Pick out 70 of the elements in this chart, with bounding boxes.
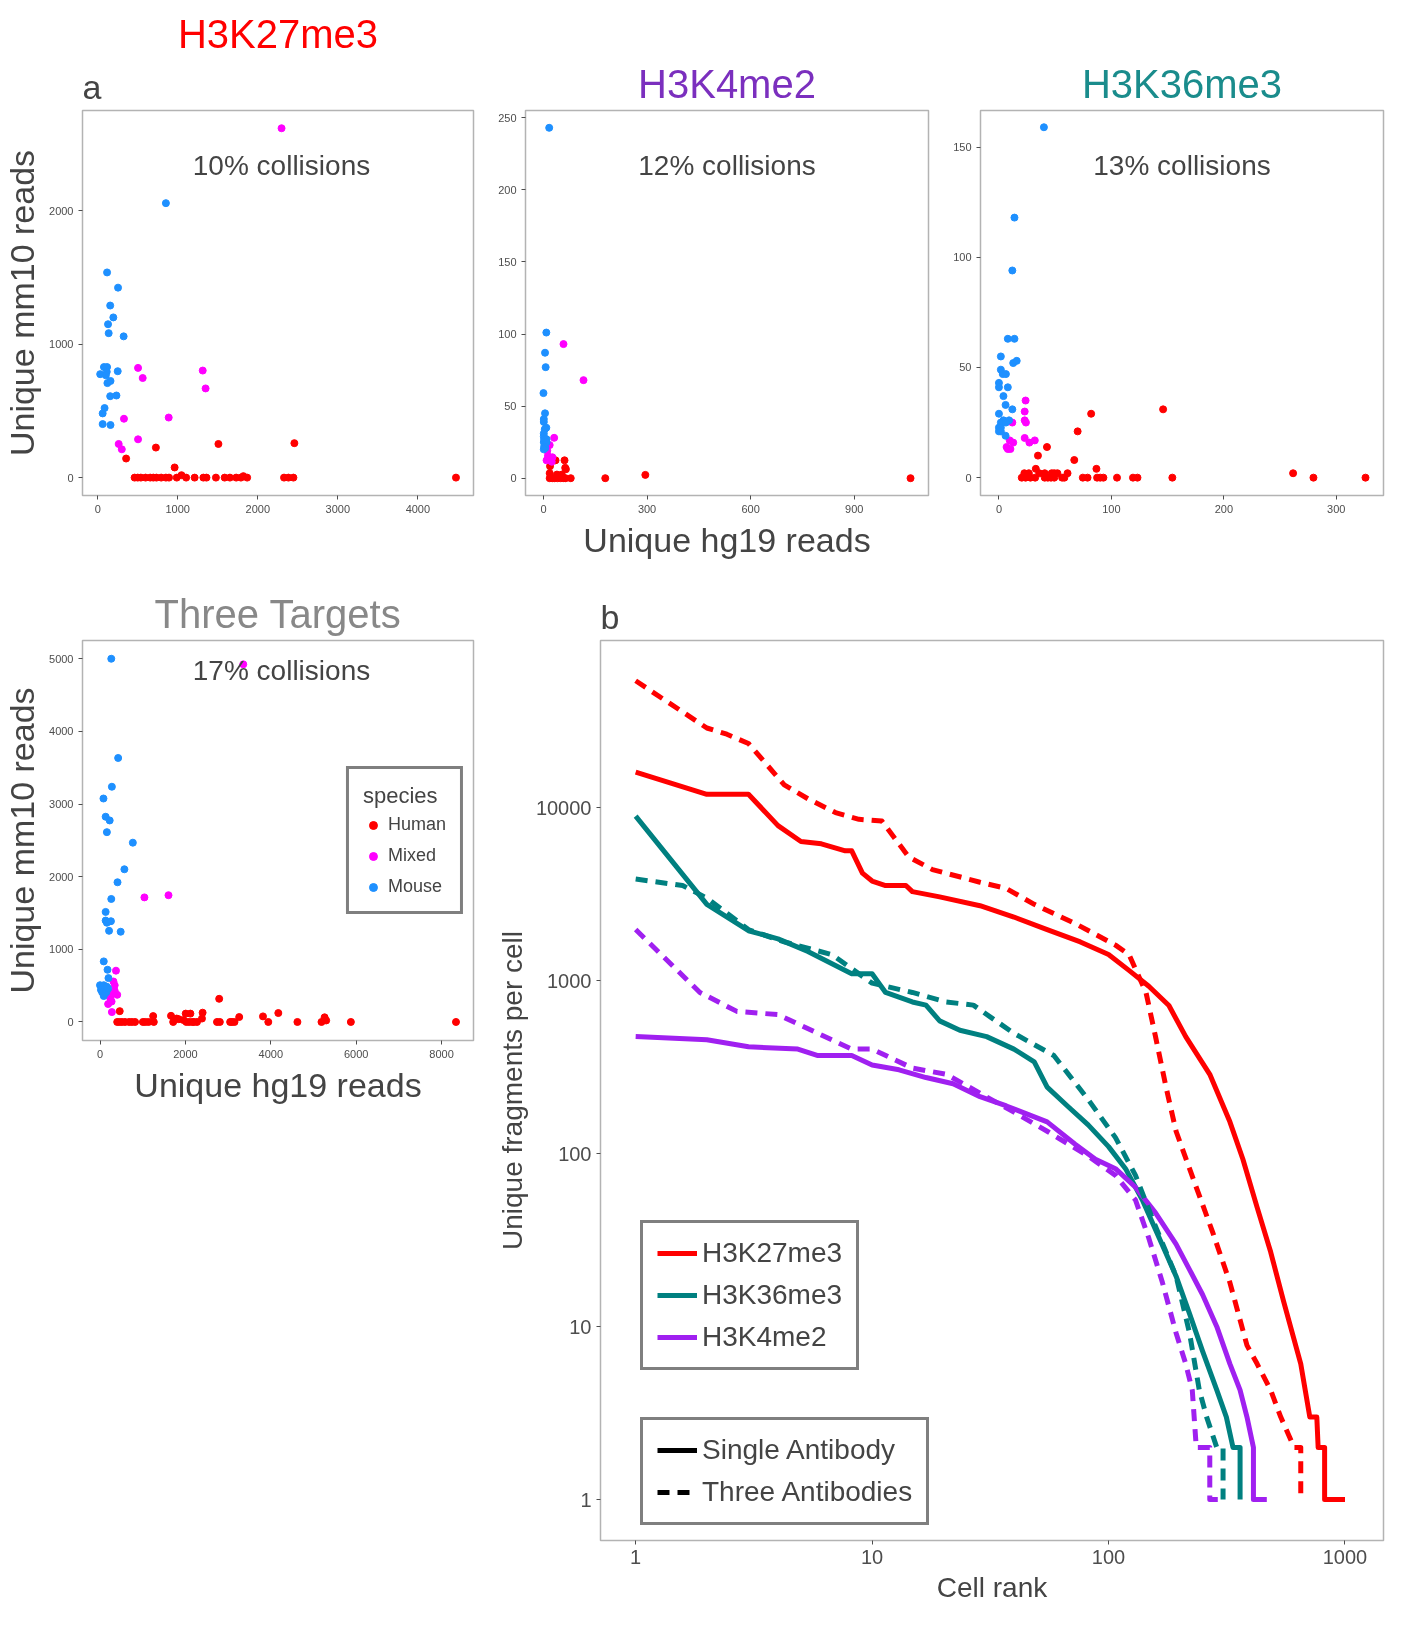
y-tick-label: 150 (498, 255, 517, 268)
y-tick-label: 150 (953, 141, 972, 154)
legend-label: H3K4me2 (702, 1321, 827, 1353)
y-tick-label: 1000 (547, 969, 592, 992)
annotation: 12% collisions (638, 149, 816, 181)
y-tick-label: 3000 (49, 798, 74, 811)
y-tick-label: 5000 (49, 652, 74, 665)
legend-label: H3K27me3 (702, 1237, 843, 1269)
y-tick-label: 100 (953, 251, 972, 264)
x-axis-title: Cell rank (936, 1571, 1049, 1603)
y-tick-label: 1 (580, 1488, 592, 1511)
annotation: Three Antibodies (702, 1476, 913, 1508)
y-tick-label: 1000 (49, 338, 74, 351)
x-tick-label: 600 (741, 502, 760, 515)
chart-title: Three Targets (154, 591, 401, 636)
x-tick-label: 1 (630, 1545, 642, 1568)
y-tick-label: 0 (67, 1015, 74, 1028)
legend-label: H3K36me3 (702, 1279, 843, 1311)
annotation: 13% collisions (1093, 149, 1271, 181)
x-tick-label: 2000 (173, 1047, 198, 1060)
y-tick-label: 10000 (535, 796, 592, 819)
legend-label: Mouse (387, 876, 442, 897)
y-tick-label: 4000 (49, 725, 74, 738)
y-tick-label: 50 (504, 400, 517, 413)
x-tick-label: 0 (96, 1047, 104, 1060)
y-tick-label: 2000 (49, 870, 74, 883)
y-tick-label: 1000 (49, 943, 74, 956)
x-tick-label: 2000 (245, 502, 271, 515)
x-tick-label: 8000 (429, 1047, 454, 1060)
annotation: 10% collisions (192, 149, 371, 181)
x-tick-label: 900 (845, 502, 864, 515)
y-tick-label: 50 (959, 361, 972, 374)
chart-title: H3K27me3 (177, 11, 379, 56)
x-tick-label: 200 (1214, 502, 1234, 515)
x-tick-label: 4000 (258, 1047, 284, 1060)
y-tick-label: 0 (510, 472, 517, 485)
y-tick-label: 250 (498, 111, 517, 124)
y-tick-label: 2000 (49, 204, 74, 217)
y-tick-label: 0 (965, 471, 972, 484)
x-tick-label: 0 (94, 502, 101, 515)
legend-label: Human (387, 814, 446, 835)
x-tick-label: 3000 (325, 502, 351, 515)
x-tick-label: 1000 (165, 502, 190, 515)
x-tick-label: 300 (637, 502, 657, 515)
y-axis-title: Unique mm10 reads (3, 149, 42, 457)
legend-title: species (362, 783, 439, 809)
x-tick-label: 0 (995, 502, 1003, 515)
annotation: Single Antibody (702, 1434, 896, 1466)
y-tick-label: 100 (558, 1142, 592, 1165)
y-tick-label: 10 (569, 1315, 592, 1338)
y-tick-label: 100 (498, 328, 517, 340)
y-axis-title: Unique fragments per cell (496, 930, 528, 1251)
x-tick-label: 10 (860, 1545, 884, 1568)
x-tick-label: 300 (1327, 502, 1346, 515)
chart-title: H3K4me2 (638, 61, 816, 106)
annotation: 17% collisions (192, 654, 371, 686)
x-tick-label: 100 (1102, 502, 1121, 515)
text: b (600, 597, 620, 636)
y-tick-label: 200 (498, 183, 517, 196)
x-tick-label: 100 (1091, 1545, 1126, 1568)
x-tick-label: 1000 (1322, 1545, 1368, 1568)
chart-title: H3K36me3 (1081, 61, 1283, 106)
x-tick-label: 6000 (343, 1047, 369, 1060)
x-axis-title: Unique hg19 reads (583, 520, 871, 559)
x-axis-title: Unique hg19 reads (134, 1065, 422, 1104)
legend-label: Mixed (387, 845, 436, 866)
y-axis-title: Unique mm10 reads (3, 687, 42, 994)
x-tick-label: 4000 (405, 502, 431, 515)
text: a (82, 67, 102, 106)
y-tick-label: 0 (67, 471, 74, 484)
